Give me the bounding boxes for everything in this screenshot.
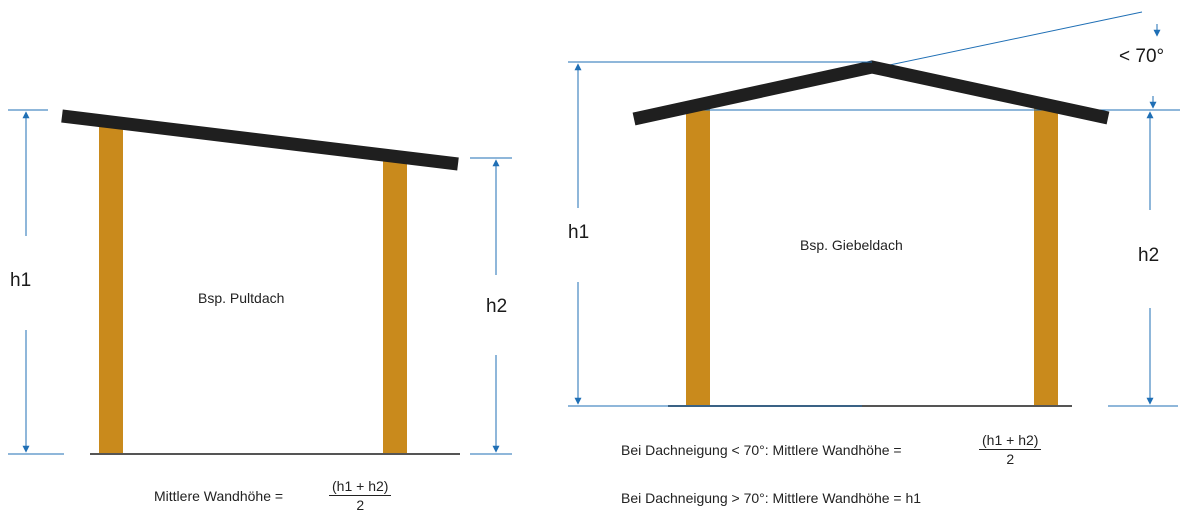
pultdach-h2-label: h2 (486, 296, 508, 317)
left-post (686, 108, 710, 406)
giebeldach-rule-1-numerator: (h1 + h2) (979, 432, 1042, 450)
pultdach-formula-numerator: (h1 + h2) (329, 478, 392, 496)
giebeldach-caption: Bsp. Giebeldach (800, 237, 903, 253)
giebeldach-rule-1-prefix: Bei Dachneigung < 70°: Mittlere Wandhöhe… (621, 442, 902, 458)
pultdach-diagram (8, 109, 512, 455)
giebeldach-rule-1-fraction: (h1 + h2) 2 (979, 432, 1042, 467)
mono-pitch-roof (61, 109, 459, 171)
pultdach-formula-fraction: (h1 + h2) 2 (329, 478, 392, 513)
pultdach-h1-label: h1 (10, 270, 32, 291)
slope-extension-line (865, 11, 1143, 71)
left-post (99, 118, 123, 454)
pultdach-formula-denominator: 2 (356, 497, 365, 513)
right-post (1034, 108, 1058, 406)
giebeldach-h2-label: h2 (1138, 245, 1160, 266)
giebeldach-rule-1-denominator: 2 (1006, 451, 1015, 467)
giebeldach-rule-2: Bei Dachneigung > 70°: Mittlere Wandhöhe… (621, 490, 922, 506)
giebeldach-angle-label: < 70° (1119, 46, 1165, 67)
gable-roof (632, 60, 1110, 126)
giebeldach-h1-label: h1 (568, 222, 590, 243)
pultdach-caption: Bsp. Pultdach (198, 290, 285, 306)
right-post (383, 158, 407, 454)
giebeldach-diagram (568, 11, 1180, 407)
pultdach-formula-prefix: Mittlere Wandhöhe = (154, 488, 284, 504)
